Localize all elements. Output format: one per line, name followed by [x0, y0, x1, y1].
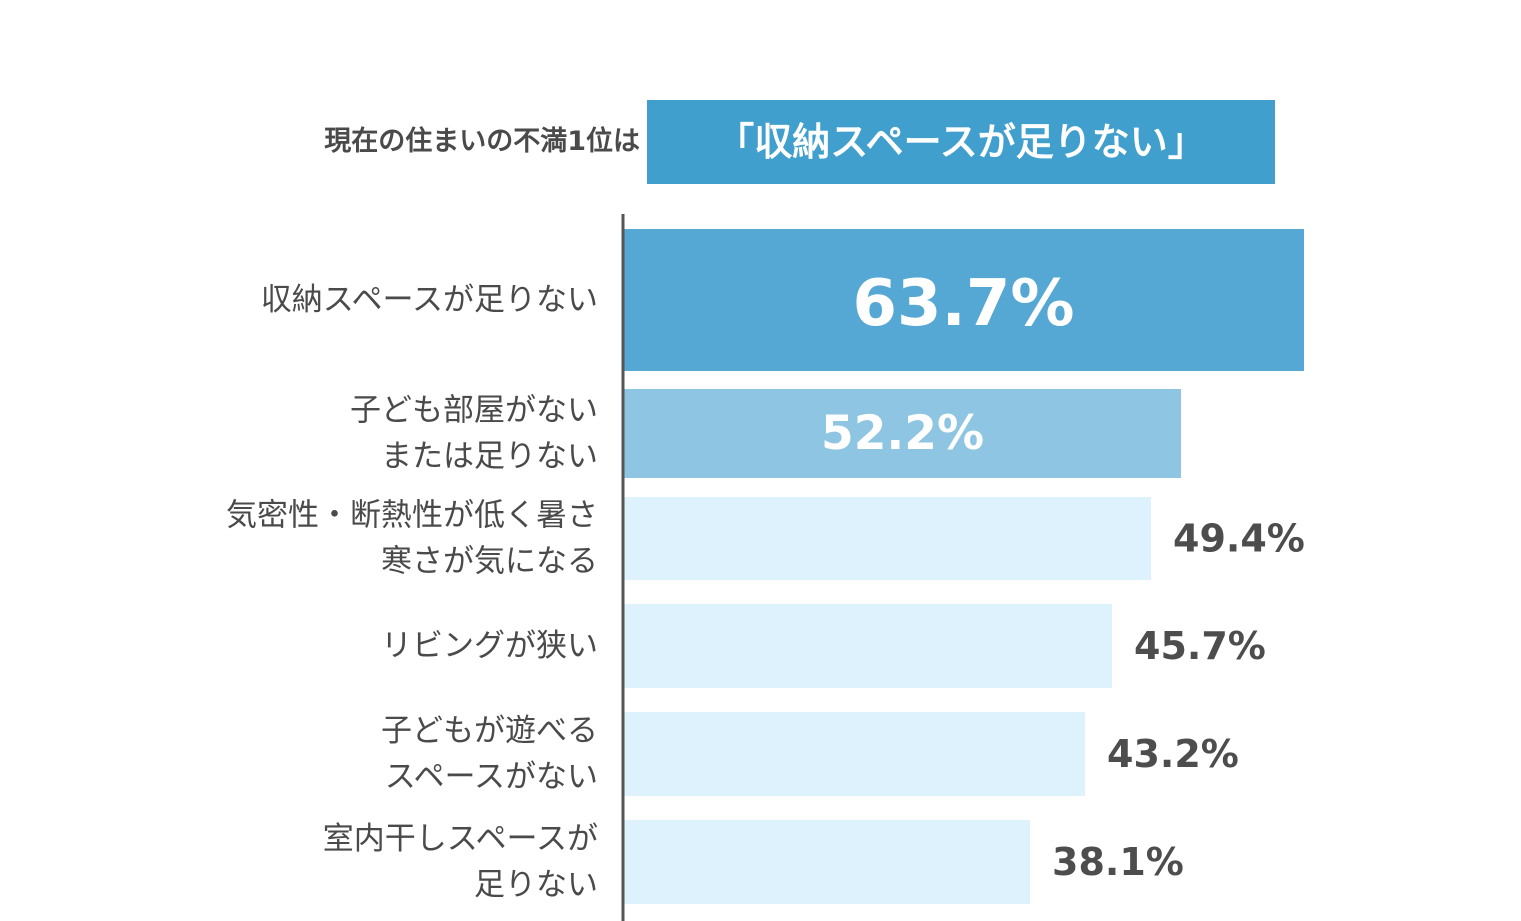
bar-5 — [623, 712, 1085, 796]
value-label-3: 49.4% — [1173, 517, 1305, 561]
category-label-3-line-2: 寒さが気になる — [381, 544, 598, 580]
value-label-2: 52.2% — [821, 406, 984, 461]
bar-4 — [623, 604, 1112, 688]
value-label-5: 43.2% — [1107, 732, 1239, 776]
bar-1 — [623, 229, 1304, 371]
value-label-4: 45.7% — [1134, 624, 1266, 668]
bar-3 — [623, 497, 1151, 580]
category-label-3-line-1: 気密性・断熱性が低く暑さ — [226, 498, 598, 534]
category-label-2-line-2: または足りない — [381, 439, 598, 475]
category-label-6-line-1: 室内干しスペースが — [323, 821, 598, 857]
value-label-1: 63.7% — [852, 267, 1074, 341]
header-highlight-box: 「収納スペースが足りない」 — [647, 100, 1275, 184]
bars-layer — [623, 229, 1304, 904]
category-label-5-line-2: スペースがない — [385, 759, 598, 795]
category-label-5-line-1: 子どもが遊べる — [381, 713, 598, 749]
chart-header: 現在の住まいの不満1位は 「収納スペースが足りない」 — [0, 100, 1521, 184]
header-prefix: 現在の住まいの不満1位は — [324, 126, 640, 157]
value-label-6: 38.1% — [1052, 840, 1184, 884]
bar-2 — [623, 389, 1181, 478]
bar-6 — [623, 820, 1030, 904]
category-label-4: リビングが狭い — [381, 628, 598, 664]
category-label-2-line-1: 子ども部屋がない — [350, 393, 598, 429]
category-label-1: 収納スペースが足りない — [261, 282, 598, 318]
category-label-6-line-2: 足りない — [474, 867, 598, 903]
